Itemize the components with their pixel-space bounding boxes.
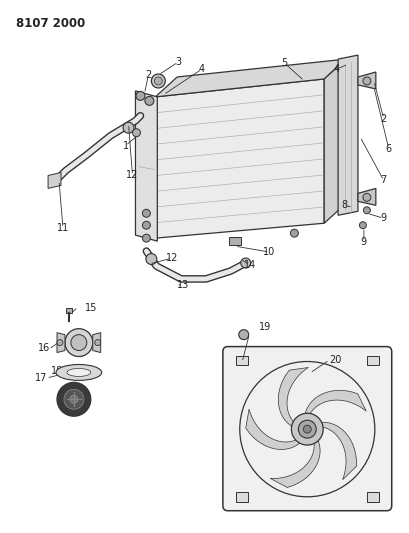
Text: 8: 8 <box>340 200 346 211</box>
Circle shape <box>290 229 298 237</box>
Polygon shape <box>48 173 61 188</box>
Text: 12: 12 <box>126 171 138 181</box>
Circle shape <box>57 340 63 345</box>
Polygon shape <box>278 367 308 427</box>
Text: 15: 15 <box>85 303 97 313</box>
Text: 18: 18 <box>51 367 63 376</box>
Polygon shape <box>357 188 375 205</box>
Circle shape <box>57 382 90 416</box>
Circle shape <box>362 193 370 201</box>
Text: 5: 5 <box>281 58 287 68</box>
Bar <box>366 492 378 502</box>
Circle shape <box>132 129 140 136</box>
Circle shape <box>94 340 101 345</box>
Circle shape <box>240 258 250 268</box>
Text: 12: 12 <box>166 253 178 263</box>
FancyBboxPatch shape <box>222 346 391 511</box>
Bar <box>235 492 247 502</box>
Circle shape <box>154 77 162 85</box>
Circle shape <box>64 389 83 409</box>
Circle shape <box>71 335 87 351</box>
Circle shape <box>239 361 374 497</box>
Polygon shape <box>324 59 345 223</box>
Bar <box>228 237 240 245</box>
Text: 16: 16 <box>38 343 50 352</box>
Polygon shape <box>270 439 319 488</box>
Text: 8107 2000: 8107 2000 <box>16 17 85 30</box>
Text: 17: 17 <box>35 374 47 383</box>
Bar <box>366 356 378 366</box>
Polygon shape <box>337 55 357 215</box>
Text: 10: 10 <box>263 247 275 257</box>
Text: 7: 7 <box>380 175 386 185</box>
Text: 20: 20 <box>328 354 340 365</box>
Text: 9: 9 <box>380 213 386 223</box>
Text: 4: 4 <box>198 64 204 74</box>
Text: 9: 9 <box>360 237 366 247</box>
Circle shape <box>303 425 310 433</box>
Text: 2: 2 <box>380 114 386 124</box>
Bar <box>66 308 72 313</box>
Polygon shape <box>57 333 65 352</box>
Text: 3: 3 <box>175 57 181 67</box>
Circle shape <box>70 395 78 403</box>
Circle shape <box>362 77 370 85</box>
Polygon shape <box>245 409 301 449</box>
Ellipse shape <box>56 365 101 381</box>
Circle shape <box>144 96 153 106</box>
Circle shape <box>291 413 322 445</box>
Text: 11: 11 <box>57 223 69 233</box>
Circle shape <box>123 122 134 133</box>
Circle shape <box>136 92 144 100</box>
Polygon shape <box>319 422 355 480</box>
Polygon shape <box>155 59 345 97</box>
Ellipse shape <box>67 368 90 376</box>
Bar <box>235 356 247 366</box>
Circle shape <box>151 74 165 88</box>
Polygon shape <box>357 72 375 89</box>
Text: 2: 2 <box>145 70 151 80</box>
Circle shape <box>298 420 315 438</box>
Circle shape <box>142 209 150 217</box>
Text: 13: 13 <box>177 280 189 290</box>
Polygon shape <box>92 333 101 352</box>
Polygon shape <box>304 390 365 415</box>
Circle shape <box>238 330 248 340</box>
Text: 19: 19 <box>258 322 270 332</box>
Text: 4: 4 <box>333 64 339 74</box>
Circle shape <box>142 221 150 229</box>
Text: 14: 14 <box>243 260 255 270</box>
Circle shape <box>146 254 157 264</box>
Circle shape <box>359 222 366 229</box>
Polygon shape <box>155 79 324 238</box>
Circle shape <box>65 329 92 357</box>
Polygon shape <box>135 91 157 241</box>
Circle shape <box>362 207 369 214</box>
Text: 1: 1 <box>122 141 128 151</box>
Circle shape <box>142 234 150 242</box>
Text: 6: 6 <box>385 143 391 154</box>
